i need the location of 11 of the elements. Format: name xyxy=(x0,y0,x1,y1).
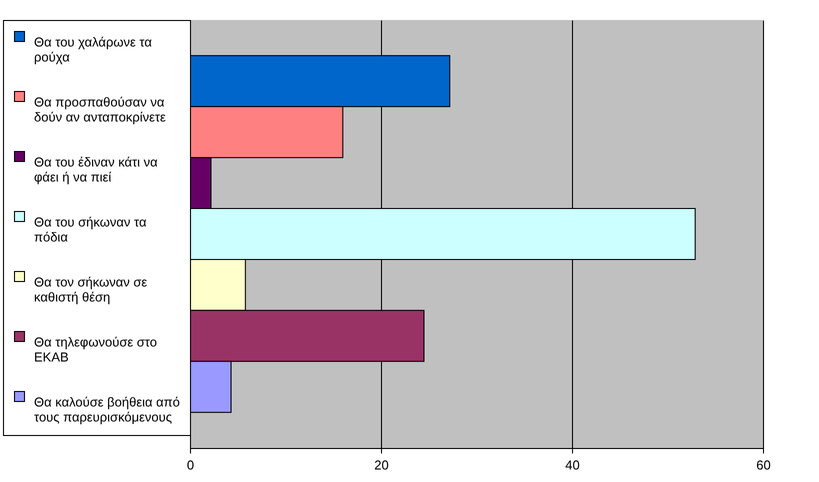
legend-label: Θα του έδιναν κάτι να φάει ή να πιεί xyxy=(34,154,158,184)
x-tick-label: 20 xyxy=(374,458,389,472)
legend-label: Θα καλούσε βοήθεια από τους παρευρισκόμενους xyxy=(34,394,180,424)
legend-label: Θα προσπαθούσαν να δούν αν ανταποκρίνετε xyxy=(34,94,166,124)
legend-label: Θα του σήκωναν τα πόδια xyxy=(34,214,147,244)
legend-label: Θα τον σήκωναν σε καθιστή θέση xyxy=(34,274,148,304)
x-tick-label: 40 xyxy=(565,458,580,472)
legend-label: Θα τηλεφωνούσε στο ΕΚΑΒ xyxy=(34,334,157,364)
x-tick-label: 0 xyxy=(186,458,194,472)
legend-label: Θα του χαλάρωνε τα ρούχα xyxy=(34,34,152,64)
x-tick-label: 60 xyxy=(756,458,771,472)
